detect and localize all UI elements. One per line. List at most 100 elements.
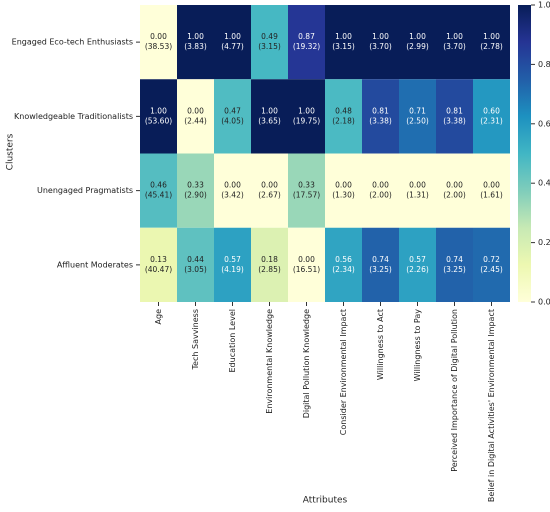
heatmap-cell: [399, 5, 436, 80]
heatmap-cell: [473, 79, 510, 154]
heatmap-cell: [436, 153, 473, 228]
x-tick-label: Education Level: [228, 309, 237, 373]
cell-value: 1.00: [298, 106, 315, 115]
cell-value: 0.00: [298, 255, 315, 264]
cell-value: 1.00: [224, 32, 241, 41]
heatmap-cell: [251, 79, 288, 154]
x-tick-label: Belief in Digital Activities' Environmen…: [487, 309, 496, 502]
cell-value: 1.00: [409, 32, 426, 41]
heatmap-cell: [140, 227, 177, 302]
cell-mean: (3.83): [184, 42, 207, 51]
heatmap-cell: [436, 79, 473, 154]
cell-mean: (2.85): [258, 265, 281, 274]
heatmap-cell: [214, 5, 251, 80]
heatmap-cell: [288, 153, 325, 228]
heatmap-cell: [325, 153, 362, 228]
cell-mean: (2.34): [332, 265, 355, 274]
cell-mean: (4.05): [221, 116, 244, 125]
cell-mean: (2.45): [480, 265, 503, 274]
cell-value: 0.00: [483, 181, 500, 190]
cell-value: 0.13: [150, 255, 167, 264]
heatmap-cell: [362, 153, 399, 228]
cell-mean: (2.50): [406, 116, 429, 125]
cell-value: 1.00: [261, 106, 278, 115]
cell-mean: (16.51): [293, 265, 320, 274]
cell-mean: (2.26): [406, 265, 429, 274]
cell-value: 0.46: [150, 181, 167, 190]
heatmap-cell: [214, 79, 251, 154]
x-tick-label: Perceived Importance of Digital Pollutio…: [450, 309, 459, 472]
cell-value: 0.18: [261, 255, 278, 264]
cell-value: 0.81: [372, 106, 389, 115]
cell-value: 0.00: [187, 106, 204, 115]
colorbar-tick-label: 0.6: [538, 119, 550, 128]
heatmap-cell: [251, 5, 288, 80]
cell-mean: (17.57): [293, 191, 320, 200]
colorbar: [518, 5, 531, 302]
cell-mean: (53.60): [145, 116, 172, 125]
cell-mean: (19.75): [293, 116, 320, 125]
heatmap-cell: [214, 153, 251, 228]
x-axis-label: Attributes: [303, 496, 348, 506]
cell-mean: (45.41): [145, 191, 172, 200]
x-tick-label: Environmental Knowledge: [265, 309, 274, 414]
cell-value: 1.00: [335, 32, 352, 41]
cell-mean: (2.00): [369, 191, 392, 200]
y-tick-label: Affluent Moderates: [57, 260, 133, 269]
heatmap-cell: [473, 153, 510, 228]
colorbar-tick-label: 0.2: [538, 238, 550, 247]
cell-value: 1.00: [150, 106, 167, 115]
heatmap-cell: [399, 227, 436, 302]
colorbar-tick-label: 0.0: [538, 298, 550, 307]
heatmap-cell: [288, 227, 325, 302]
cell-mean: (2.67): [258, 191, 281, 200]
cell-value: 0.57: [224, 255, 241, 264]
y-axis-label: Clusters: [6, 133, 16, 170]
cell-value: 0.57: [409, 255, 426, 264]
cell-value: 0.00: [150, 32, 167, 41]
heatmap-cell: [140, 5, 177, 80]
cell-value: 0.33: [187, 181, 204, 190]
cell-mean: (2.99): [406, 42, 429, 51]
x-tick-label: Age: [154, 309, 163, 325]
cell-value: 0.00: [446, 181, 463, 190]
heatmap-cell: [140, 79, 177, 154]
cell-value: 0.00: [335, 181, 352, 190]
y-tick-label: Unengaged Pragmatists: [37, 186, 133, 195]
cell-value: 0.87: [298, 32, 315, 41]
cell-value: 0.74: [446, 255, 463, 264]
heatmap-cell: [288, 79, 325, 154]
cell-mean: (3.25): [443, 265, 466, 274]
cell-value: 0.33: [298, 181, 315, 190]
cell-value: 0.00: [409, 181, 426, 190]
cell-value: 0.74: [372, 255, 389, 264]
cell-mean: (40.47): [145, 265, 172, 274]
cell-mean: (3.15): [258, 42, 281, 51]
heatmap-cell: [325, 5, 362, 80]
cell-mean: (3.25): [369, 265, 392, 274]
heatmap-cell: [177, 79, 214, 154]
cell-value: 1.00: [187, 32, 204, 41]
cell-value: 0.44: [187, 255, 204, 264]
x-tick-label: Willingness to Pay: [413, 309, 422, 382]
cell-mean: (3.70): [369, 42, 392, 51]
heatmap-cell: [177, 5, 214, 80]
cell-value: 0.72: [483, 255, 500, 264]
heatmap-cell: [177, 227, 214, 302]
cell-value: 0.71: [409, 106, 426, 115]
heatmap-cell: [436, 5, 473, 80]
cell-mean: (2.31): [480, 116, 503, 125]
cell-value: 0.81: [446, 106, 463, 115]
cell-value: 0.60: [483, 106, 500, 115]
heatmap-cell: [362, 227, 399, 302]
cell-mean: (1.30): [332, 191, 355, 200]
heatmap-cell: [362, 79, 399, 154]
cell-mean: (3.70): [443, 42, 466, 51]
heatmap-cell: [288, 5, 325, 80]
x-tick-label: Willingness to Act: [376, 309, 385, 380]
cell-value: 0.00: [372, 181, 389, 190]
heatmap-cell: [362, 5, 399, 80]
heatmap-cell: [251, 227, 288, 302]
cell-mean: (4.77): [221, 42, 244, 51]
